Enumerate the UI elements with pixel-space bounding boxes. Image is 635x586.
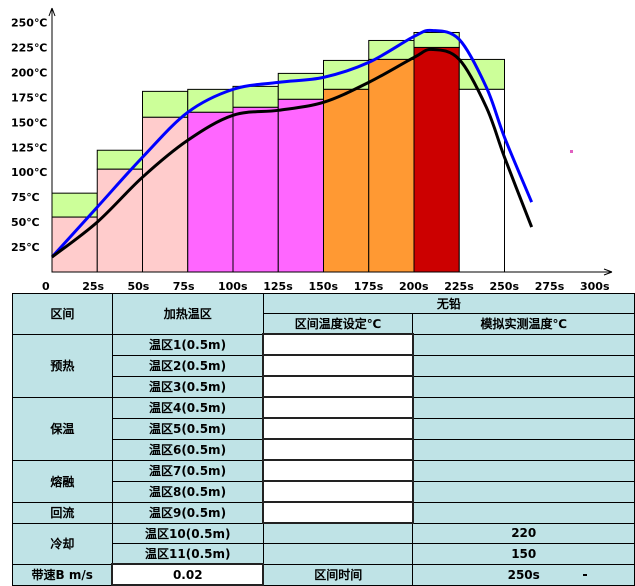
section-soak: 保温 <box>12 396 113 461</box>
zone-10-set <box>262 522 414 544</box>
y-axis-arrow <box>48 7 56 17</box>
header-zone: 区间 <box>12 293 113 335</box>
y-axis-ticks: 25℃ 50℃ 75℃ 100℃ 125℃ 150℃ 175℃ 200℃ 225℃ 250℃ <box>11 17 47 255</box>
zone-5-set-input[interactable] <box>262 417 414 440</box>
zone-8-set-input[interactable] <box>262 480 414 503</box>
zone-3-measured <box>412 375 635 398</box>
x-tick-label: 275s <box>535 280 565 293</box>
header-set-temp: 区间温度设定℃ <box>262 313 414 335</box>
header-lead-free: 无铅 <box>262 293 635 314</box>
stray-mark <box>583 574 587 576</box>
temperature-profile-chart: 25℃ 50℃ 75℃ 100℃ 125℃ 150℃ 175℃ 200℃ 225℃ 250℃ 0 2… <box>11 7 613 293</box>
zone-band-5 <box>232 85 279 108</box>
section-preheat: 预热 <box>12 333 113 398</box>
zone-6-measured <box>412 438 635 461</box>
x-tick-label: 225s <box>444 280 474 293</box>
temperature-curves <box>50 28 534 259</box>
zone-bar-5 <box>232 106 279 273</box>
y-tick-label: 50℃ <box>11 216 40 229</box>
section-melt: 熔融 <box>12 459 113 503</box>
zone-label: 温区3(0.5m) <box>111 375 264 398</box>
zone-label: 温区4(0.5m) <box>111 396 264 419</box>
x-tick-label: 125s <box>263 280 293 293</box>
x-tick-label: 100s <box>218 280 248 293</box>
zone-7-set-input[interactable] <box>262 459 414 482</box>
zone-1-measured <box>412 333 635 356</box>
x-axis-ticks: 0 25s 50s 75s 100s 125s 150s 175s 200s 225s 250s 27… <box>42 280 610 293</box>
zone-time-label: 区间时间 <box>262 563 414 586</box>
zone-label: 温区10(0.5m) <box>111 522 264 544</box>
y-tick-label: 250℃ <box>11 17 47 30</box>
zone-5-measured <box>412 417 635 440</box>
zone-7-measured <box>412 459 635 482</box>
zone-bar-1 <box>51 216 98 273</box>
zone-4-measured <box>412 396 635 419</box>
temperature-curve-1 <box>50 28 534 259</box>
stray-marker <box>570 150 573 153</box>
zone-11-set <box>262 543 414 565</box>
y-tick-label: 150℃ <box>11 116 47 129</box>
x-tick-label: 50s <box>128 280 150 293</box>
zone-band-3 <box>142 90 189 118</box>
x-tick-label: 200s <box>399 280 429 293</box>
zone-bar-9 <box>413 46 460 273</box>
zone-4-set-input[interactable] <box>262 396 414 419</box>
zone-label: 温区7(0.5m) <box>111 459 264 482</box>
zone-label: 温区11(0.5m) <box>111 543 264 565</box>
x-tick-label: 75s <box>173 280 195 293</box>
zone-8-measured <box>412 480 635 503</box>
zone-2-set-input[interactable] <box>262 354 414 377</box>
zone-label: 温区2(0.5m) <box>111 354 264 377</box>
zone-time-value: 250s <box>412 563 635 586</box>
zone-bar-8 <box>368 58 415 273</box>
zone-label: 温区9(0.5m) <box>111 501 264 524</box>
temperature-curve-2 <box>51 47 534 259</box>
y-tick-label: 75℃ <box>11 191 40 204</box>
x-tick-label: 175s <box>354 280 384 293</box>
x-tick-label: 0 <box>42 280 50 293</box>
zone-settings-table: 区间 加热温区 无铅 区间温度设定℃ 模拟实测温度℃ 预热 温区1(0.5m) … <box>12 293 635 586</box>
zone-label: 温区5(0.5m) <box>111 417 264 440</box>
belt-speed-label: 带速B m/s <box>12 563 113 586</box>
zone-2-measured <box>412 354 635 377</box>
x-tick-label: 250s <box>490 280 520 293</box>
y-tick-label: 200℃ <box>11 66 47 79</box>
y-tick-label: 225℃ <box>11 41 47 54</box>
zone-9-measured <box>412 501 635 524</box>
header-measured-temp: 模拟实测温度℃ <box>412 313 635 335</box>
zone-label: 温区6(0.5m) <box>111 438 264 461</box>
zone-9-set-input[interactable] <box>262 501 414 524</box>
header-heating-zone: 加热温区 <box>111 293 264 335</box>
y-tick-label: 25℃ <box>11 241 40 254</box>
zone-label: 温区1(0.5m) <box>111 333 264 356</box>
zone-11-measured: 150 <box>412 543 635 565</box>
chart-axes <box>48 7 613 276</box>
zone-6-set-input[interactable] <box>262 438 414 461</box>
zone-1-set-input[interactable] <box>262 333 414 356</box>
section-cooling: 冷却 <box>12 522 113 565</box>
x-tick-label: 150s <box>309 280 339 293</box>
zone-bar-7 <box>323 88 370 273</box>
zone-bar-6 <box>277 98 324 273</box>
zone-bar-3 <box>142 116 189 273</box>
zone-label: 温区8(0.5m) <box>111 480 264 503</box>
y-tick-label: 125℃ <box>11 141 47 154</box>
y-tick-label: 175℃ <box>11 91 47 104</box>
x-axis-arrow <box>603 268 613 276</box>
zone-3-set-input[interactable] <box>262 375 414 398</box>
section-reflow: 回流 <box>12 501 113 524</box>
x-tick-label: 25s <box>82 280 104 293</box>
belt-speed-input[interactable]: 0.02 <box>111 563 265 586</box>
y-tick-label: 100℃ <box>11 166 47 179</box>
zone-bars <box>51 31 505 273</box>
zone-10-measured: 220 <box>412 522 635 544</box>
x-tick-label: 300s <box>580 280 610 293</box>
